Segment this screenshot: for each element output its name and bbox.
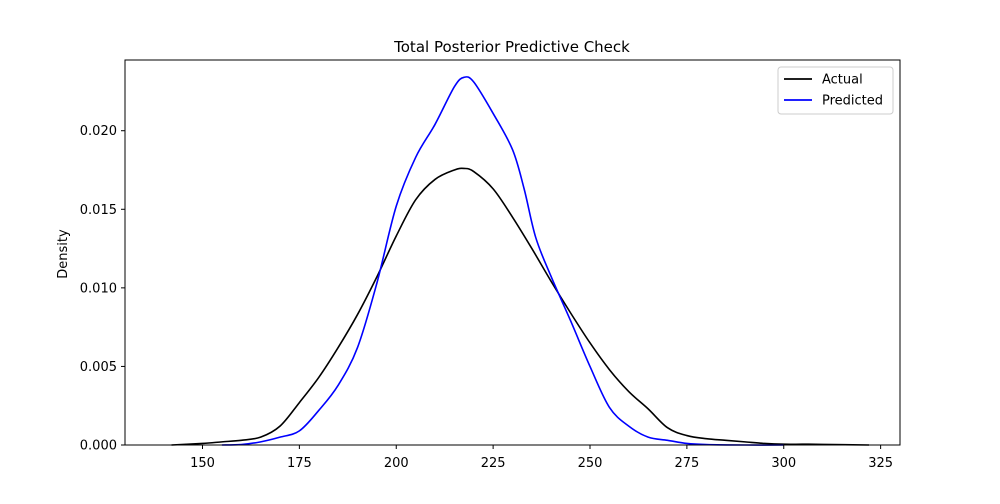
x-tick-label: 325	[868, 456, 893, 471]
legend-label-predicted: Predicted	[822, 94, 883, 109]
y-tick-label: 0.010	[80, 281, 117, 296]
chart-title: Total Posterior Predictive Check	[393, 38, 630, 56]
y-tick-label: 0.005	[80, 360, 117, 375]
x-tick-label: 175	[287, 456, 312, 471]
x-tick-label: 200	[384, 456, 409, 471]
legend-label-actual: Actual	[822, 73, 863, 88]
x-axis: 150 175 200 225 250 275 300 325	[190, 445, 893, 471]
y-tick-label: 0.015	[80, 203, 117, 218]
series-layer	[171, 76, 870, 446]
x-tick-label: 275	[674, 456, 699, 471]
y-tick-label: 0.000	[80, 439, 117, 454]
series-line-predicted	[221, 76, 784, 446]
legend: Actual Predicted	[777, 66, 894, 115]
y-axis-label: Density	[56, 229, 71, 279]
y-axis: 0.000 0.005 0.010 0.015 0.020	[80, 124, 125, 454]
series-line-actual	[171, 167, 870, 446]
x-tick-label: 250	[578, 456, 603, 471]
plot-frame	[124, 59, 901, 446]
x-tick-label: 150	[190, 456, 215, 471]
y-tick-label: 0.020	[80, 124, 117, 139]
x-tick-label: 225	[481, 456, 506, 471]
x-tick-label: 300	[771, 456, 796, 471]
